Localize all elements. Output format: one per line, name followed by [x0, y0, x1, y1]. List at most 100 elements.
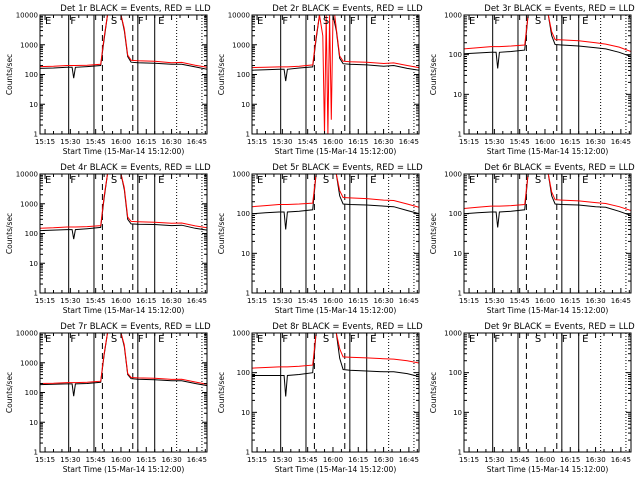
series-lld — [252, 15, 419, 134]
segment-label: F — [562, 16, 568, 27]
x-tick-label: 15:45 — [510, 138, 530, 146]
x-tick-label: 15:45 — [86, 456, 106, 464]
x-tick-label: 16:00 — [535, 138, 555, 146]
series-lld — [252, 174, 419, 208]
segment-label: F — [138, 334, 144, 345]
x-tick-label: 16:30 — [373, 456, 393, 464]
x-tick-label: 15:15 — [247, 456, 267, 464]
segment-label: F — [70, 175, 76, 186]
y-tick-label: 10 — [29, 419, 38, 427]
x-axis-label: Start Time (15-Mar-14 15:12:00) — [487, 465, 609, 474]
series-events — [252, 333, 419, 397]
segment-label: F — [282, 175, 288, 186]
segment-label: E — [582, 16, 588, 27]
y-tick-label: 100 — [237, 369, 250, 377]
y-tick-label: 1000 — [20, 200, 38, 208]
y-tick-label: 100 — [449, 51, 462, 59]
y-tick-label: 1 — [34, 131, 38, 139]
y-tick-label: 100 — [25, 230, 38, 238]
x-tick-label: 16:00 — [535, 297, 555, 305]
series-lld — [40, 174, 207, 229]
series-lld — [252, 333, 419, 369]
y-tick-label: 100 — [237, 71, 250, 79]
x-tick-label: 15:30 — [60, 138, 80, 146]
panel-title: Det 6r BLACK = Events, RED = LLD — [484, 163, 635, 173]
x-tick-label: 15:45 — [510, 456, 530, 464]
x-axis-label: Start Time (15-Mar-14 15:12:00) — [275, 465, 397, 474]
x-tick-label: 16:45 — [187, 138, 207, 146]
panel-det-2: Det 2r BLACK = Events, RED = LLD E F S F E 1 10… — [217, 4, 423, 156]
y-tick-label: 1000 — [444, 330, 462, 338]
plot-frame — [463, 173, 632, 294]
x-tick-label: 15:45 — [86, 138, 106, 146]
y-tick-label: 1000 — [232, 171, 250, 179]
y-axis-label: Counts/sec — [5, 213, 14, 254]
x-tick-label: 16:45 — [399, 456, 419, 464]
y-tick-label: 10000 — [228, 12, 250, 20]
y-tick-label: 1000 — [232, 330, 250, 338]
x-tick-label: 16:30 — [373, 138, 393, 146]
segment-label: F — [562, 175, 568, 186]
x-tick-label: 15:30 — [60, 456, 80, 464]
x-tick-label: 16:00 — [323, 297, 343, 305]
y-tick-label: 1000 — [20, 41, 38, 49]
panel-title: Det 3r BLACK = Events, RED = LLD — [484, 4, 635, 14]
y-tick-label: 10 — [453, 91, 462, 99]
x-axis-label: Start Time (15-Mar-14 15:12:00) — [487, 306, 609, 315]
x-tick-label: 16:30 — [585, 138, 605, 146]
x-tick-label: 15:45 — [510, 297, 530, 305]
x-tick-label: 16:15 — [348, 297, 368, 305]
segment-label: E — [257, 175, 263, 186]
plot-frame — [251, 332, 420, 453]
x-tick-label: 16:45 — [399, 138, 419, 146]
segment-label: F — [494, 16, 500, 27]
y-tick-label: 1 — [246, 131, 250, 139]
panel-title: Det 4r BLACK = Events, RED = LLD — [60, 163, 211, 173]
y-tick-label: 1000 — [444, 12, 462, 20]
segment-label: F — [70, 334, 76, 345]
x-tick-label: 16:15 — [560, 297, 580, 305]
panel-det-7: Det 7r BLACK = Events, RED = LLD E F S F E 1 10… — [5, 322, 211, 474]
y-tick-label: 10 — [453, 250, 462, 258]
x-tick-label: 16:00 — [111, 297, 131, 305]
y-tick-label: 100 — [449, 369, 462, 377]
y-axis-label: Counts/sec — [429, 213, 438, 254]
x-tick-label: 15:15 — [35, 297, 55, 305]
plot-frame — [251, 173, 420, 294]
x-tick-label: 15:15 — [459, 456, 479, 464]
segment-label: E — [370, 16, 376, 27]
segment-label: F — [494, 175, 500, 186]
x-tick-label: 16:15 — [560, 456, 580, 464]
panel-title: Det 7r BLACK = Events, RED = LLD — [60, 322, 211, 332]
x-tick-label: 16:30 — [161, 297, 181, 305]
segment-label: S — [323, 16, 329, 27]
panel-det-4: Det 4r BLACK = Events, RED = LLD E F S F E 1 10… — [5, 163, 211, 315]
x-tick-label: 16:30 — [161, 138, 181, 146]
x-tick-label: 16:15 — [136, 456, 156, 464]
segment-label: E — [158, 175, 164, 186]
panel-title: Det 9r BLACK = Events, RED = LLD — [484, 322, 635, 332]
segment-label: F — [350, 175, 356, 186]
x-tick-label: 16:15 — [348, 138, 368, 146]
y-tick-label: 100 — [25, 71, 38, 79]
series-events — [252, 15, 419, 82]
x-tick-label: 16:15 — [560, 138, 580, 146]
panel-title: Det 5r BLACK = Events, RED = LLD — [272, 163, 423, 173]
x-tick-label: 16:45 — [611, 297, 631, 305]
x-axis-label: Start Time (15-Mar-14 15:12:00) — [63, 465, 185, 474]
panel-title: Det 8r BLACK = Events, RED = LLD — [272, 322, 423, 332]
segment-label: F — [138, 175, 144, 186]
panel-det-5: Det 5r BLACK = Events, RED = LLD E F S F E 1 10… — [217, 163, 423, 315]
y-tick-label: 1000 — [444, 171, 462, 179]
segment-label: S — [535, 175, 541, 186]
y-tick-label: 10 — [241, 250, 250, 258]
x-tick-label: 15:30 — [272, 297, 292, 305]
x-axis-label: Start Time (15-Mar-14 15:12:00) — [487, 147, 609, 156]
segment-label: S — [111, 175, 117, 186]
x-axis-label: Start Time (15-Mar-14 15:12:00) — [275, 147, 397, 156]
x-tick-label: 15:15 — [247, 138, 267, 146]
series-events — [464, 174, 631, 228]
x-tick-label: 15:45 — [298, 138, 318, 146]
x-tick-label: 15:15 — [35, 138, 55, 146]
y-tick-label: 100 — [25, 389, 38, 397]
